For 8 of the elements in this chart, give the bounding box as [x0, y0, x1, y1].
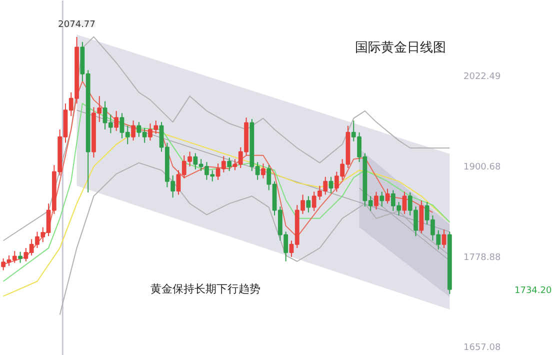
y-tick-label: 1778.88	[464, 252, 501, 263]
y-tick-label: 1657.08	[464, 343, 501, 354]
y-tick-label: 2022.49	[464, 72, 501, 82]
annotation: 2074.77	[58, 20, 96, 30]
y-tick-label: 1900.68	[464, 162, 501, 173]
text: 国际黄金日线图	[355, 40, 446, 56]
text: 1734.20	[514, 286, 552, 296]
annotation: 黄金保持长期下行趋势	[150, 282, 260, 296]
